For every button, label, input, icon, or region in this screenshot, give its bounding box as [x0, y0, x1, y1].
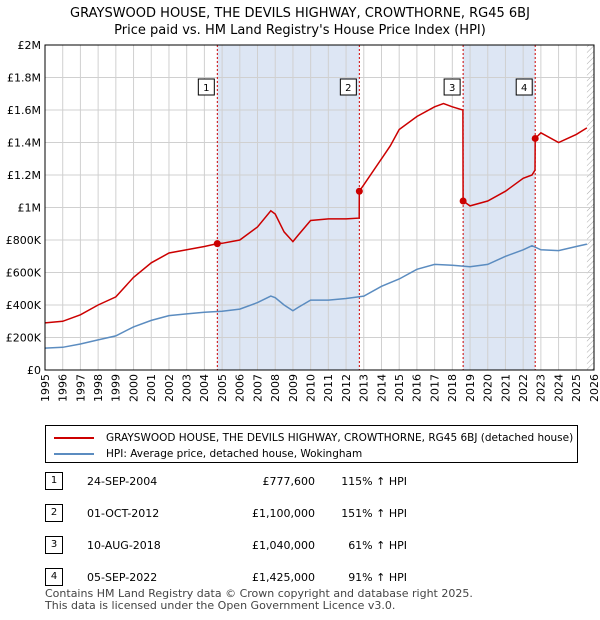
sale-date: 24-SEP-2004: [87, 475, 158, 488]
x-tick-label: 2025: [570, 374, 583, 402]
sale-hpi: 61% ↑ HPI: [348, 539, 407, 552]
sale-number: 2: [45, 504, 63, 522]
sale-label-number: 3: [449, 83, 455, 94]
sale-price: £1,425,000: [252, 571, 315, 584]
chart-title: GRAYSWOOD HOUSE, THE DEVILS HIGHWAY, CRO…: [70, 6, 530, 21]
y-tick-label: £400K: [6, 299, 42, 312]
sale-hpi: 151% ↑ HPI: [341, 507, 407, 520]
x-tick-label: 2023: [535, 374, 548, 402]
y-tick-label: £0: [27, 364, 41, 377]
sale-date: 10-AUG-2018: [87, 539, 161, 552]
sale-label-number: 4: [521, 83, 527, 94]
hpi-line: [44, 243, 588, 349]
sale-row: 3 10-AUG-2018 £1,040,000 61% ↑ HPI: [45, 536, 445, 556]
sale-price: £777,600: [262, 475, 316, 488]
sale-label-box: [339, 78, 357, 96]
x-tick-label: 2010: [304, 374, 317, 402]
x-tick-label: 2022: [517, 374, 530, 402]
y-tick-label: £1M: [18, 202, 42, 215]
x-tick-label: 2002: [163, 374, 176, 402]
x-tick-label: 1998: [92, 374, 105, 402]
x-tick-label: 2011: [322, 374, 335, 402]
sale-row: 2 01-OCT-2012 £1,100,000 151% ↑ HPI: [45, 504, 445, 524]
sale-price: £1,100,000: [252, 507, 315, 520]
legend-label-hpi: HPI: Average price, detached house, Woki…: [106, 448, 363, 460]
legend-item-property: GRAYSWOOD HOUSE, THE DEVILS HIGHWAY, CRO…: [54, 432, 573, 444]
legend-swatch-property: [54, 437, 94, 439]
x-tick-label: 1997: [74, 374, 87, 402]
sale-label-box: [515, 78, 533, 96]
y-tick-label: £800K: [6, 234, 42, 247]
y-tick-label: £600K: [6, 267, 42, 280]
x-tick-label: 2005: [216, 374, 229, 402]
x-tick-label: 2018: [446, 374, 459, 402]
sale-row: 1 24-SEP-2004 £777,600 115% ↑ HPI: [45, 472, 445, 492]
x-tick-label: 2021: [499, 374, 512, 402]
x-tick-label: 2008: [269, 374, 282, 402]
x-tick-label: 1995: [39, 374, 52, 402]
sale-point: [355, 187, 363, 195]
y-tick-label: £1.6M: [7, 104, 41, 117]
sale-label-number: 2: [345, 83, 351, 94]
y-tick-label: £200K: [6, 332, 42, 345]
sale-hpi: 91% ↑ HPI: [348, 571, 407, 584]
price-chart: £0 £200K £400K £600K £800K £1M £1.2M £1.4M £1.6M…: [6, 39, 600, 402]
y-tick-label: £1.4M: [7, 137, 41, 150]
legend-item-hpi: HPI: Average price, detached house, Woki…: [54, 448, 362, 460]
sale-label-box: [197, 78, 215, 96]
plot-frame: [44, 44, 595, 371]
x-tick-label: 2024: [552, 374, 565, 402]
x-tick-label: 2017: [428, 374, 441, 402]
x-tick-label: 2013: [358, 374, 371, 402]
sale-date: 05-SEP-2022: [87, 571, 158, 584]
legend: GRAYSWOOD HOUSE, THE DEVILS HIGHWAY, CRO…: [45, 425, 578, 463]
sale-number: 4: [45, 568, 63, 586]
chart-subtitle: Price paid vs. HM Land Registry's House …: [114, 23, 486, 38]
x-tick-label: 2014: [375, 374, 388, 402]
x-tick-label: 2004: [198, 374, 211, 402]
sale-price: £1,040,000: [252, 539, 315, 552]
sale-row: 4 05-SEP-2022 £1,425,000 91% ↑ HPI: [45, 568, 445, 588]
property-price-line: [44, 102, 588, 324]
x-tick-label: 2006: [234, 374, 247, 402]
sale-hpi: 115% ↑ HPI: [341, 475, 407, 488]
x-tick-label: 2012: [340, 374, 353, 402]
sale-number: 1: [45, 472, 63, 490]
footer-copyright: Contains HM Land Registry data © Crown c…: [45, 587, 473, 600]
x-tick-label: 2009: [287, 374, 300, 402]
footer: Contains HM Land Registry data © Crown c…: [45, 588, 473, 612]
footer-licence: This data is licensed under the Open Gov…: [45, 599, 396, 612]
x-tick-label: 2015: [393, 374, 406, 402]
sale-point: [459, 197, 467, 205]
x-tick-label: 2001: [145, 374, 158, 402]
x-tick-label: 2007: [251, 374, 264, 402]
y-tick-label: £1.2M: [7, 169, 41, 182]
sale-label-box: [443, 78, 461, 96]
sale-number: 3: [45, 536, 63, 554]
x-tick-label: 2019: [464, 374, 477, 402]
y-tick-label: £1.8M: [7, 72, 41, 85]
x-tick-label: 2003: [181, 374, 194, 402]
legend-swatch-hpi: [54, 453, 94, 455]
x-tick-label: 2020: [482, 374, 495, 402]
sale-label-number: 1: [203, 83, 209, 94]
sale-point: [531, 134, 539, 142]
x-tick-label: 2026: [588, 374, 600, 402]
x-tick-label: 1999: [110, 374, 123, 402]
sale-date: 01-OCT-2012: [87, 507, 160, 520]
y-tick-label: £2M: [18, 39, 42, 52]
legend-label-property: GRAYSWOOD HOUSE, THE DEVILS HIGHWAY, CRO…: [106, 432, 574, 444]
sale-point: [213, 240, 221, 248]
x-tick-label: 1996: [57, 374, 70, 402]
x-tick-label: 2000: [127, 374, 140, 402]
x-tick-label: 2016: [411, 374, 424, 402]
